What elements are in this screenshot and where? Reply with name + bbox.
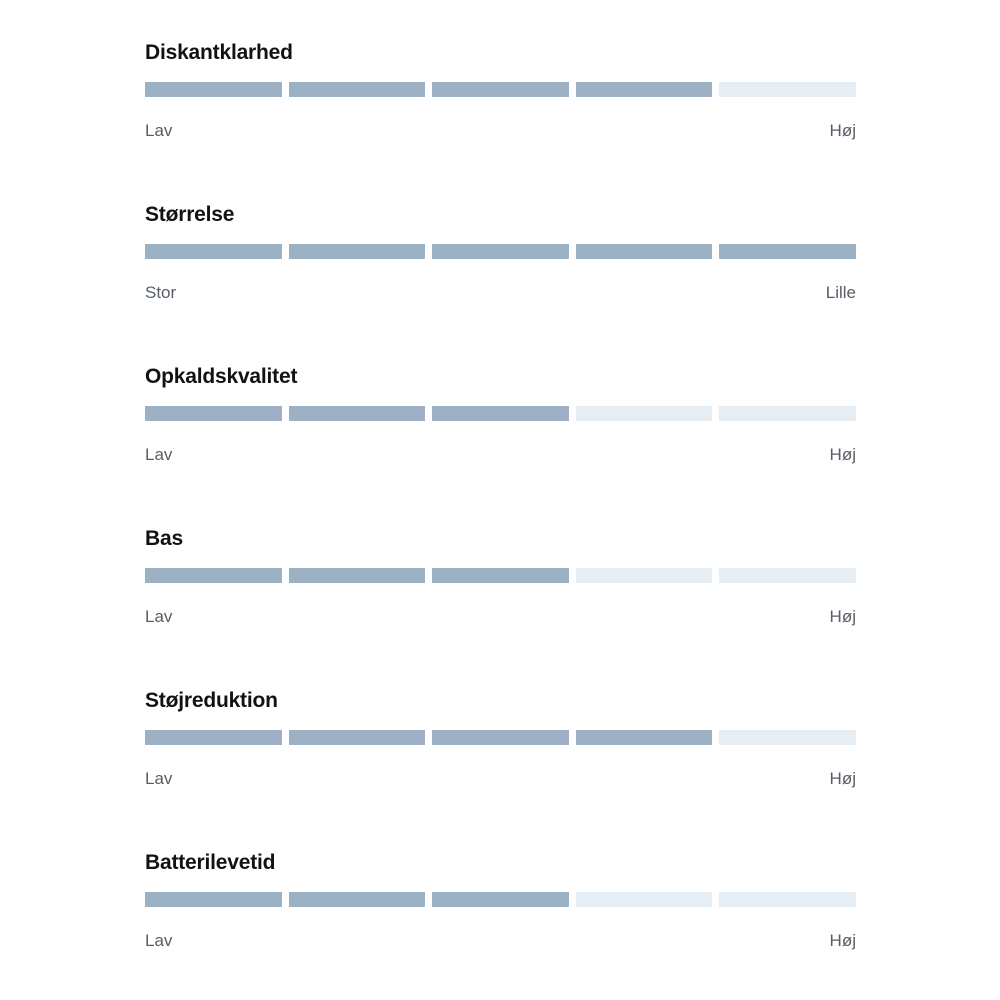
rating-section: Diskantklarhed Lav Høj bbox=[145, 42, 856, 140]
rating-segment-filled bbox=[575, 730, 713, 745]
rating-segment-empty bbox=[719, 730, 856, 745]
rating-labels: Lav Høj bbox=[145, 607, 856, 626]
rating-min-label: Stor bbox=[145, 283, 177, 302]
rating-segment-filled bbox=[288, 406, 426, 421]
rating-segment-empty bbox=[719, 892, 856, 907]
rating-min-label: Lav bbox=[145, 607, 173, 626]
rating-segment-filled bbox=[432, 730, 569, 745]
rating-title: Opkaldskvalitet bbox=[145, 365, 298, 388]
rating-segment-filled bbox=[145, 244, 282, 259]
rating-segment-filled bbox=[145, 82, 282, 97]
rating-segment-filled bbox=[432, 244, 569, 259]
ratings-panel: Diskantklarhed Lav Høj Størrelse Stor Li… bbox=[145, 42, 856, 1000]
rating-section: Opkaldskvalitet Lav Høj bbox=[145, 366, 856, 464]
rating-labels: Stor Lille bbox=[145, 283, 856, 302]
rating-segment-filled bbox=[145, 568, 282, 583]
rating-labels: Lav Høj bbox=[145, 769, 856, 788]
rating-max-label: Høj bbox=[829, 607, 856, 626]
rating-section: Batterilevetid Lav Høj bbox=[145, 852, 856, 950]
rating-segment-empty bbox=[719, 82, 856, 97]
rating-section: Støjreduktion Lav Høj bbox=[145, 690, 856, 788]
rating-title: Støjreduktion bbox=[145, 689, 278, 712]
rating-min-label: Lav bbox=[145, 445, 173, 464]
rating-segment-empty bbox=[719, 406, 856, 421]
rating-segment-empty bbox=[575, 568, 713, 583]
rating-segment-filled bbox=[575, 82, 713, 97]
rating-max-label: Høj bbox=[829, 931, 856, 950]
rating-segment-filled bbox=[288, 568, 426, 583]
rating-segment-filled bbox=[145, 892, 282, 907]
rating-min-label: Lav bbox=[145, 931, 173, 950]
rating-segment-empty bbox=[719, 568, 856, 583]
rating-min-label: Lav bbox=[145, 121, 173, 140]
rating-labels: Lav Høj bbox=[145, 121, 856, 140]
rating-segment-filled bbox=[288, 244, 426, 259]
rating-segment-filled bbox=[145, 406, 282, 421]
rating-bar bbox=[145, 730, 856, 745]
rating-bar bbox=[145, 244, 856, 259]
rating-bar bbox=[145, 892, 856, 907]
rating-segment-filled bbox=[432, 406, 569, 421]
rating-segment-filled bbox=[432, 568, 569, 583]
rating-title: Diskantklarhed bbox=[145, 41, 293, 64]
rating-max-label: Høj bbox=[829, 445, 856, 464]
rating-segment-empty bbox=[575, 892, 713, 907]
rating-segment-filled bbox=[288, 730, 426, 745]
rating-segment-filled bbox=[145, 730, 282, 745]
rating-max-label: Høj bbox=[829, 769, 856, 788]
rating-segment-filled bbox=[288, 82, 426, 97]
rating-title: Bas bbox=[145, 527, 183, 550]
rating-segment-filled bbox=[288, 892, 426, 907]
rating-section: Størrelse Stor Lille bbox=[145, 204, 856, 302]
rating-bar bbox=[145, 82, 856, 97]
rating-max-label: Høj bbox=[829, 121, 856, 140]
rating-title: Størrelse bbox=[145, 203, 235, 226]
rating-min-label: Lav bbox=[145, 769, 173, 788]
rating-bar bbox=[145, 406, 856, 421]
rating-labels: Lav Høj bbox=[145, 931, 856, 950]
rating-segment-filled bbox=[719, 244, 856, 259]
rating-bar bbox=[145, 568, 856, 583]
rating-segment-filled bbox=[575, 244, 713, 259]
rating-max-label: Lille bbox=[825, 283, 856, 302]
rating-section: Bas Lav Høj bbox=[145, 528, 856, 626]
rating-segment-filled bbox=[432, 892, 569, 907]
rating-labels: Lav Høj bbox=[145, 445, 856, 464]
rating-segment-empty bbox=[575, 406, 713, 421]
rating-title: Batterilevetid bbox=[145, 851, 276, 874]
rating-segment-filled bbox=[432, 82, 569, 97]
